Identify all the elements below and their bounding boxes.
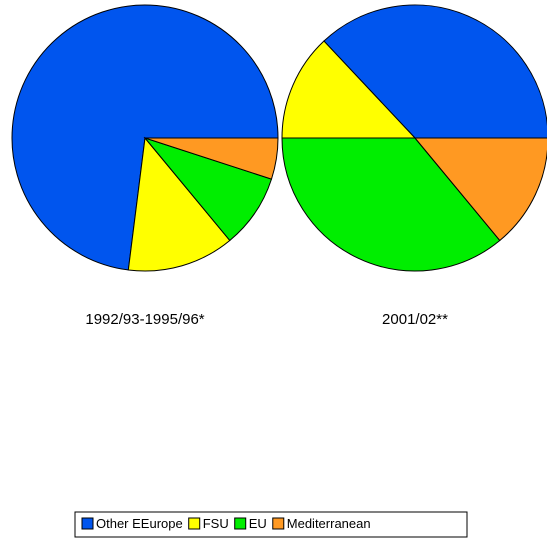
- legend-swatch: [188, 517, 201, 530]
- legend-swatch: [81, 517, 94, 530]
- legend-swatch: [272, 517, 285, 530]
- legend-box: [74, 511, 468, 538]
- pie-slice: [127, 136, 231, 272]
- pie-slice: [281, 137, 501, 272]
- legend-label: Other EEurope: [96, 516, 183, 531]
- pie-title: 2001/02**: [382, 311, 448, 328]
- legend-swatch: [234, 517, 247, 530]
- pie-slice: [323, 4, 547, 139]
- legend-label: EU: [249, 516, 267, 531]
- legend-label: Mediterranean: [287, 516, 371, 531]
- pie-slice: [144, 137, 279, 180]
- legend-label: FSU: [203, 516, 229, 531]
- pie-slice: [413, 137, 547, 242]
- pie-title: 1992/93-1995/96*: [85, 311, 204, 328]
- pie-slice: [281, 40, 417, 139]
